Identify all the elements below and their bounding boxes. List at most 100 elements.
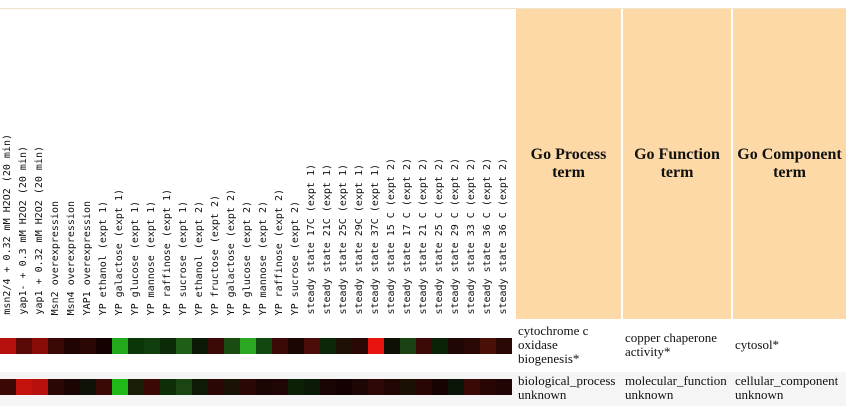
- heatmap-cell[interactable]: [160, 379, 176, 395]
- expression-strip[interactable]: [0, 379, 514, 395]
- heatmap-cell[interactable]: [336, 379, 352, 395]
- heatmap-cell[interactable]: [32, 379, 48, 395]
- heatmap-cell[interactable]: [80, 338, 96, 354]
- heatmap-cell[interactable]: [272, 338, 288, 354]
- heatmap-cell[interactable]: [320, 379, 336, 395]
- sample-label: steady state 37C (expt 1): [370, 164, 381, 315]
- heatmap-cell[interactable]: [0, 338, 16, 354]
- heatmap-cell[interactable]: [480, 338, 496, 354]
- heatmap-cell[interactable]: [480, 379, 496, 395]
- heatmap-cell[interactable]: [96, 379, 112, 395]
- sample-label: YP ethanol (expt 2): [194, 200, 205, 315]
- heatmap-cell[interactable]: [80, 379, 96, 395]
- heatmap-cell[interactable]: [112, 338, 128, 354]
- sample-label: yap1 + 0.32 mM H2O2 (20 min): [34, 146, 45, 315]
- heatmap-cell[interactable]: [304, 379, 320, 395]
- go-process-cell[interactable]: cytochrome c oxidase biogenesis*: [518, 323, 589, 366]
- go-component-cell[interactable]: cellular_component unknown: [735, 373, 839, 402]
- heatmap-cell[interactable]: [16, 379, 32, 395]
- heatmap-cell[interactable]: [368, 379, 384, 395]
- sample-label: YAP1 overexpression: [82, 200, 93, 315]
- heatmap-cell[interactable]: [128, 379, 144, 395]
- sample-label: YP galactose (expt 1): [114, 188, 125, 315]
- heatmap-cell[interactable]: [464, 379, 480, 395]
- sample-label: steady state 36 C (expt 2): [498, 158, 509, 315]
- sample-label: steady state 29C (expt 1): [354, 164, 365, 315]
- heatmap-cell[interactable]: [144, 338, 160, 354]
- heatmap-cell[interactable]: [48, 338, 64, 354]
- heatmap-cell[interactable]: [256, 379, 272, 395]
- heatmap-cell[interactable]: [432, 379, 448, 395]
- heatmap-cell[interactable]: [400, 379, 416, 395]
- heatmap-cell[interactable]: [496, 338, 512, 354]
- heatmap-cell[interactable]: [96, 338, 112, 354]
- sample-label: YP sucrose (expt 1): [178, 200, 189, 315]
- heatmap-cell[interactable]: [64, 338, 80, 354]
- sample-label: YP sucrose (expt 2): [290, 200, 301, 315]
- sample-label: steady state 25 C (expt 2): [434, 158, 445, 315]
- sample-label: YP galactose (expt 2): [226, 188, 237, 315]
- heatmap-cell[interactable]: [224, 379, 240, 395]
- heatmap-cell[interactable]: [144, 379, 160, 395]
- heatmap-cell[interactable]: [400, 338, 416, 354]
- sample-label: msn2/4 + 0.32 mM H2O2 (20 min): [2, 134, 13, 315]
- sample-label: steady state 21C (expt 1): [322, 164, 333, 315]
- heatmap-cell[interactable]: [416, 379, 432, 395]
- sample-label: Msn4 overexpression: [66, 200, 77, 315]
- heatmap-cell[interactable]: [240, 338, 256, 354]
- sample-label: steady state 15 C (expt 2): [386, 158, 397, 315]
- heatmap-cell[interactable]: [176, 338, 192, 354]
- sample-label: steady state 17C (expt 1): [306, 164, 317, 315]
- heatmap-cell[interactable]: [240, 379, 256, 395]
- heatmap-cell[interactable]: [320, 338, 336, 354]
- heatmap-cell[interactable]: [432, 338, 448, 354]
- heatmap-cell[interactable]: [224, 338, 240, 354]
- heatmap-cell[interactable]: [112, 379, 128, 395]
- heatmap-cell[interactable]: [384, 379, 400, 395]
- sample-label: steady state 29 C (expt 2): [450, 158, 461, 315]
- go-function-cell[interactable]: molecular_function unknown: [625, 373, 727, 402]
- heatmap-cell[interactable]: [416, 338, 432, 354]
- heatmap-cell[interactable]: [272, 379, 288, 395]
- heatmap-cell[interactable]: [352, 338, 368, 354]
- heatmap-cell[interactable]: [192, 379, 208, 395]
- top-rule: [0, 8, 846, 9]
- sample-header: msn2/4 + 0.32 mM H2O2 (20 min) yap1- + 0.…: [0, 9, 514, 319]
- go-component-cell[interactable]: cytosol*: [735, 337, 780, 352]
- heatmap-cell[interactable]: [32, 338, 48, 354]
- heatmap-cell[interactable]: [0, 379, 16, 395]
- heatmap-cell[interactable]: [208, 379, 224, 395]
- heatmap-cell[interactable]: [176, 379, 192, 395]
- expression-strip[interactable]: [0, 338, 514, 354]
- sample-label: steady state 17 C (expt 2): [402, 158, 413, 315]
- sample-label: yap1- + 0.3 mM H2O2 (20 min): [18, 146, 29, 315]
- heatmap-cell[interactable]: [128, 338, 144, 354]
- heatmap-cell[interactable]: [208, 338, 224, 354]
- heatmap-cell[interactable]: [304, 338, 320, 354]
- heatmap-cell[interactable]: [368, 338, 384, 354]
- heatmap-cell[interactable]: [256, 338, 272, 354]
- sample-label: YP raffinose (expt 2): [274, 188, 285, 315]
- heatmap-cell[interactable]: [288, 338, 304, 354]
- sample-label: steady state 33 C (expt 2): [466, 158, 477, 315]
- sample-label: steady state 36 C (expt 2): [482, 158, 493, 315]
- gene-row: biological_process unknown molecular_func…: [0, 372, 846, 406]
- heatmap-cell[interactable]: [448, 338, 464, 354]
- heatmap-cell[interactable]: [16, 338, 32, 354]
- heatmap-cell[interactable]: [464, 338, 480, 354]
- heatmap-cell[interactable]: [336, 338, 352, 354]
- heatmap-cell[interactable]: [496, 379, 512, 395]
- sample-label: YP glucose (expt 2): [242, 200, 253, 315]
- go-component-header: Go Component term: [733, 9, 846, 319]
- heatmap-cell[interactable]: [64, 379, 80, 395]
- heatmap-cell[interactable]: [288, 379, 304, 395]
- go-process-cell[interactable]: biological_process unknown: [518, 373, 616, 402]
- heatmap-cell[interactable]: [192, 338, 208, 354]
- heatmap-cell[interactable]: [48, 379, 64, 395]
- heatmap-cell[interactable]: [448, 379, 464, 395]
- sample-label: steady state 21 C (expt 2): [418, 158, 429, 315]
- go-function-cell[interactable]: copper chaperone activity*: [625, 330, 718, 359]
- heatmap-cell[interactable]: [352, 379, 368, 395]
- heatmap-cell[interactable]: [384, 338, 400, 354]
- heatmap-cell[interactable]: [160, 338, 176, 354]
